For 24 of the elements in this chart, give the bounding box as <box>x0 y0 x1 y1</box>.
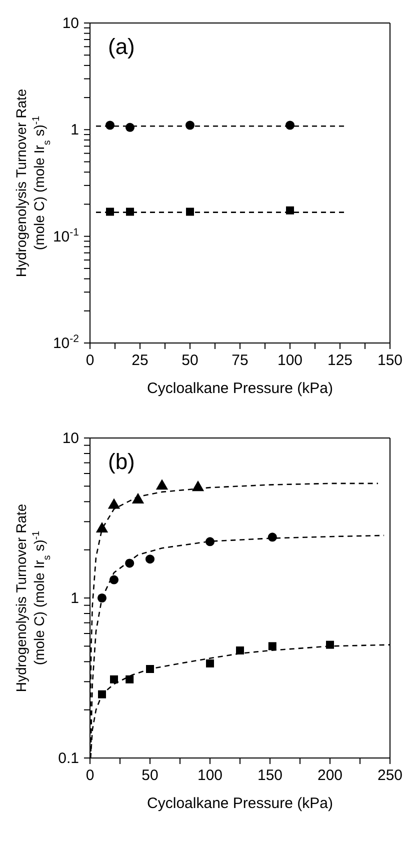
y-tick-label: 10 <box>62 430 79 447</box>
annotation: (a) <box>108 34 135 60</box>
x-axis-title: Cycloalkane Pressure (kPa) <box>147 795 333 812</box>
x-tick-label: 200 <box>317 767 343 784</box>
y-tick-label: 1 <box>70 122 79 139</box>
annotation: (b) <box>108 449 135 475</box>
x-tick-label: 125 <box>327 352 353 369</box>
x-tick-label: 50 <box>182 352 198 369</box>
y-tick-label: 10$^{-2}$ <box>52 333 80 352</box>
x-tick-label: 25 <box>132 352 148 369</box>
x-tick-label: 150 <box>377 352 403 369</box>
x-tick-label: 0 <box>86 352 94 369</box>
x-tick-label: 50 <box>142 767 158 784</box>
x-tick-label: 0 <box>86 767 94 784</box>
x-tick-label: 75 <box>232 352 248 369</box>
y-tick-label: 0.1 <box>58 750 79 767</box>
x-axis-title: Cycloalkane Pressure (kPa) <box>147 380 333 397</box>
x-tick-label: 150 <box>257 767 283 784</box>
x-tick-label: 100 <box>277 352 303 369</box>
y-tick-label: 1 <box>70 590 79 607</box>
x-tick-label: 250 <box>377 767 403 784</box>
y-tick-label: 10 <box>62 15 79 32</box>
y-tick-label: 10$^{-1}$ <box>52 226 80 246</box>
x-tick-label: 100 <box>197 767 223 784</box>
